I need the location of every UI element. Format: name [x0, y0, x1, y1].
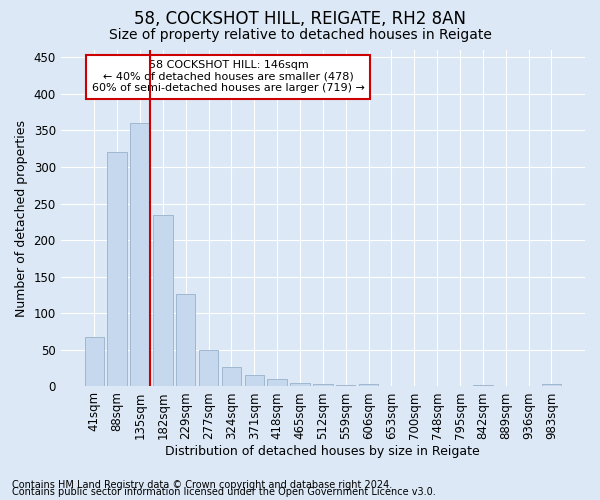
Text: 58, COCKSHOT HILL, REIGATE, RH2 8AN: 58, COCKSHOT HILL, REIGATE, RH2 8AN — [134, 10, 466, 28]
Bar — [336, 385, 355, 386]
Bar — [245, 376, 264, 386]
Bar — [359, 384, 378, 386]
Bar — [221, 368, 241, 386]
Bar — [473, 385, 493, 386]
Text: Contains HM Land Registry data © Crown copyright and database right 2024.: Contains HM Land Registry data © Crown c… — [12, 480, 392, 490]
Bar — [290, 383, 310, 386]
Text: Size of property relative to detached houses in Reigate: Size of property relative to detached ho… — [109, 28, 491, 42]
Text: Contains public sector information licensed under the Open Government Licence v3: Contains public sector information licen… — [12, 487, 436, 497]
Bar — [268, 379, 287, 386]
Bar — [153, 214, 173, 386]
Bar — [542, 384, 561, 386]
Bar — [130, 123, 149, 386]
Bar — [176, 294, 196, 386]
Y-axis label: Number of detached properties: Number of detached properties — [15, 120, 28, 316]
Bar — [199, 350, 218, 387]
Bar — [107, 152, 127, 386]
Text: 58 COCKSHOT HILL: 146sqm
← 40% of detached houses are smaller (478)
60% of semi-: 58 COCKSHOT HILL: 146sqm ← 40% of detach… — [92, 60, 365, 94]
Bar — [85, 338, 104, 386]
X-axis label: Distribution of detached houses by size in Reigate: Distribution of detached houses by size … — [166, 444, 480, 458]
Bar — [313, 384, 332, 386]
